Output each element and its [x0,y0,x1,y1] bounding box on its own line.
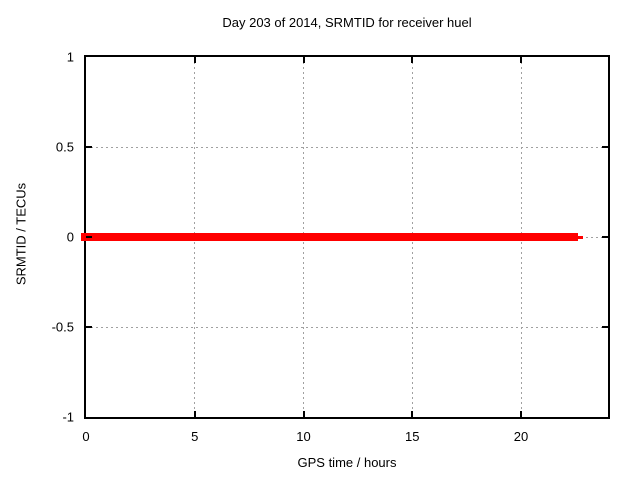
x-tick-label: 20 [513,429,529,444]
y-tick-label: -0.5 [51,319,74,335]
chart-title: Day 203 of 2014, SRMTID for receiver hue… [222,15,472,30]
x-tick [193,57,196,63]
x-axis-label: GPS time / hours [297,455,397,470]
y-tick-label: 1 [66,49,74,65]
y-tick [86,326,92,328]
y-tick [602,326,608,328]
y-axis-label: SRMTID / TECUs [13,182,29,286]
y-tick [602,236,608,238]
x-tick [302,57,305,63]
x-tick [411,57,414,63]
y-tick [86,236,92,238]
data-line [81,233,578,241]
x-tick [411,411,414,417]
x-tick [193,411,196,417]
x-tick-label: 15 [405,429,420,444]
y-gridline [86,326,608,328]
y-tick [602,146,608,148]
y-tick-label: 0 [66,229,74,245]
x-tick-label: 5 [191,429,199,444]
x-tick-label: 0 [82,429,90,444]
x-tick [520,57,522,63]
y-tick [86,146,92,148]
y-tick-label: -1 [62,409,74,425]
data-line-tail [577,235,583,239]
plot-area: 0 5 10 15 20 1 0.5 0 -0.5 -1 [52,50,610,444]
x-tick [520,411,522,417]
y-tick-label: 0.5 [55,139,74,155]
x-tick [302,411,305,417]
y-gridline [86,146,608,148]
x-tick-label: 10 [296,429,311,444]
